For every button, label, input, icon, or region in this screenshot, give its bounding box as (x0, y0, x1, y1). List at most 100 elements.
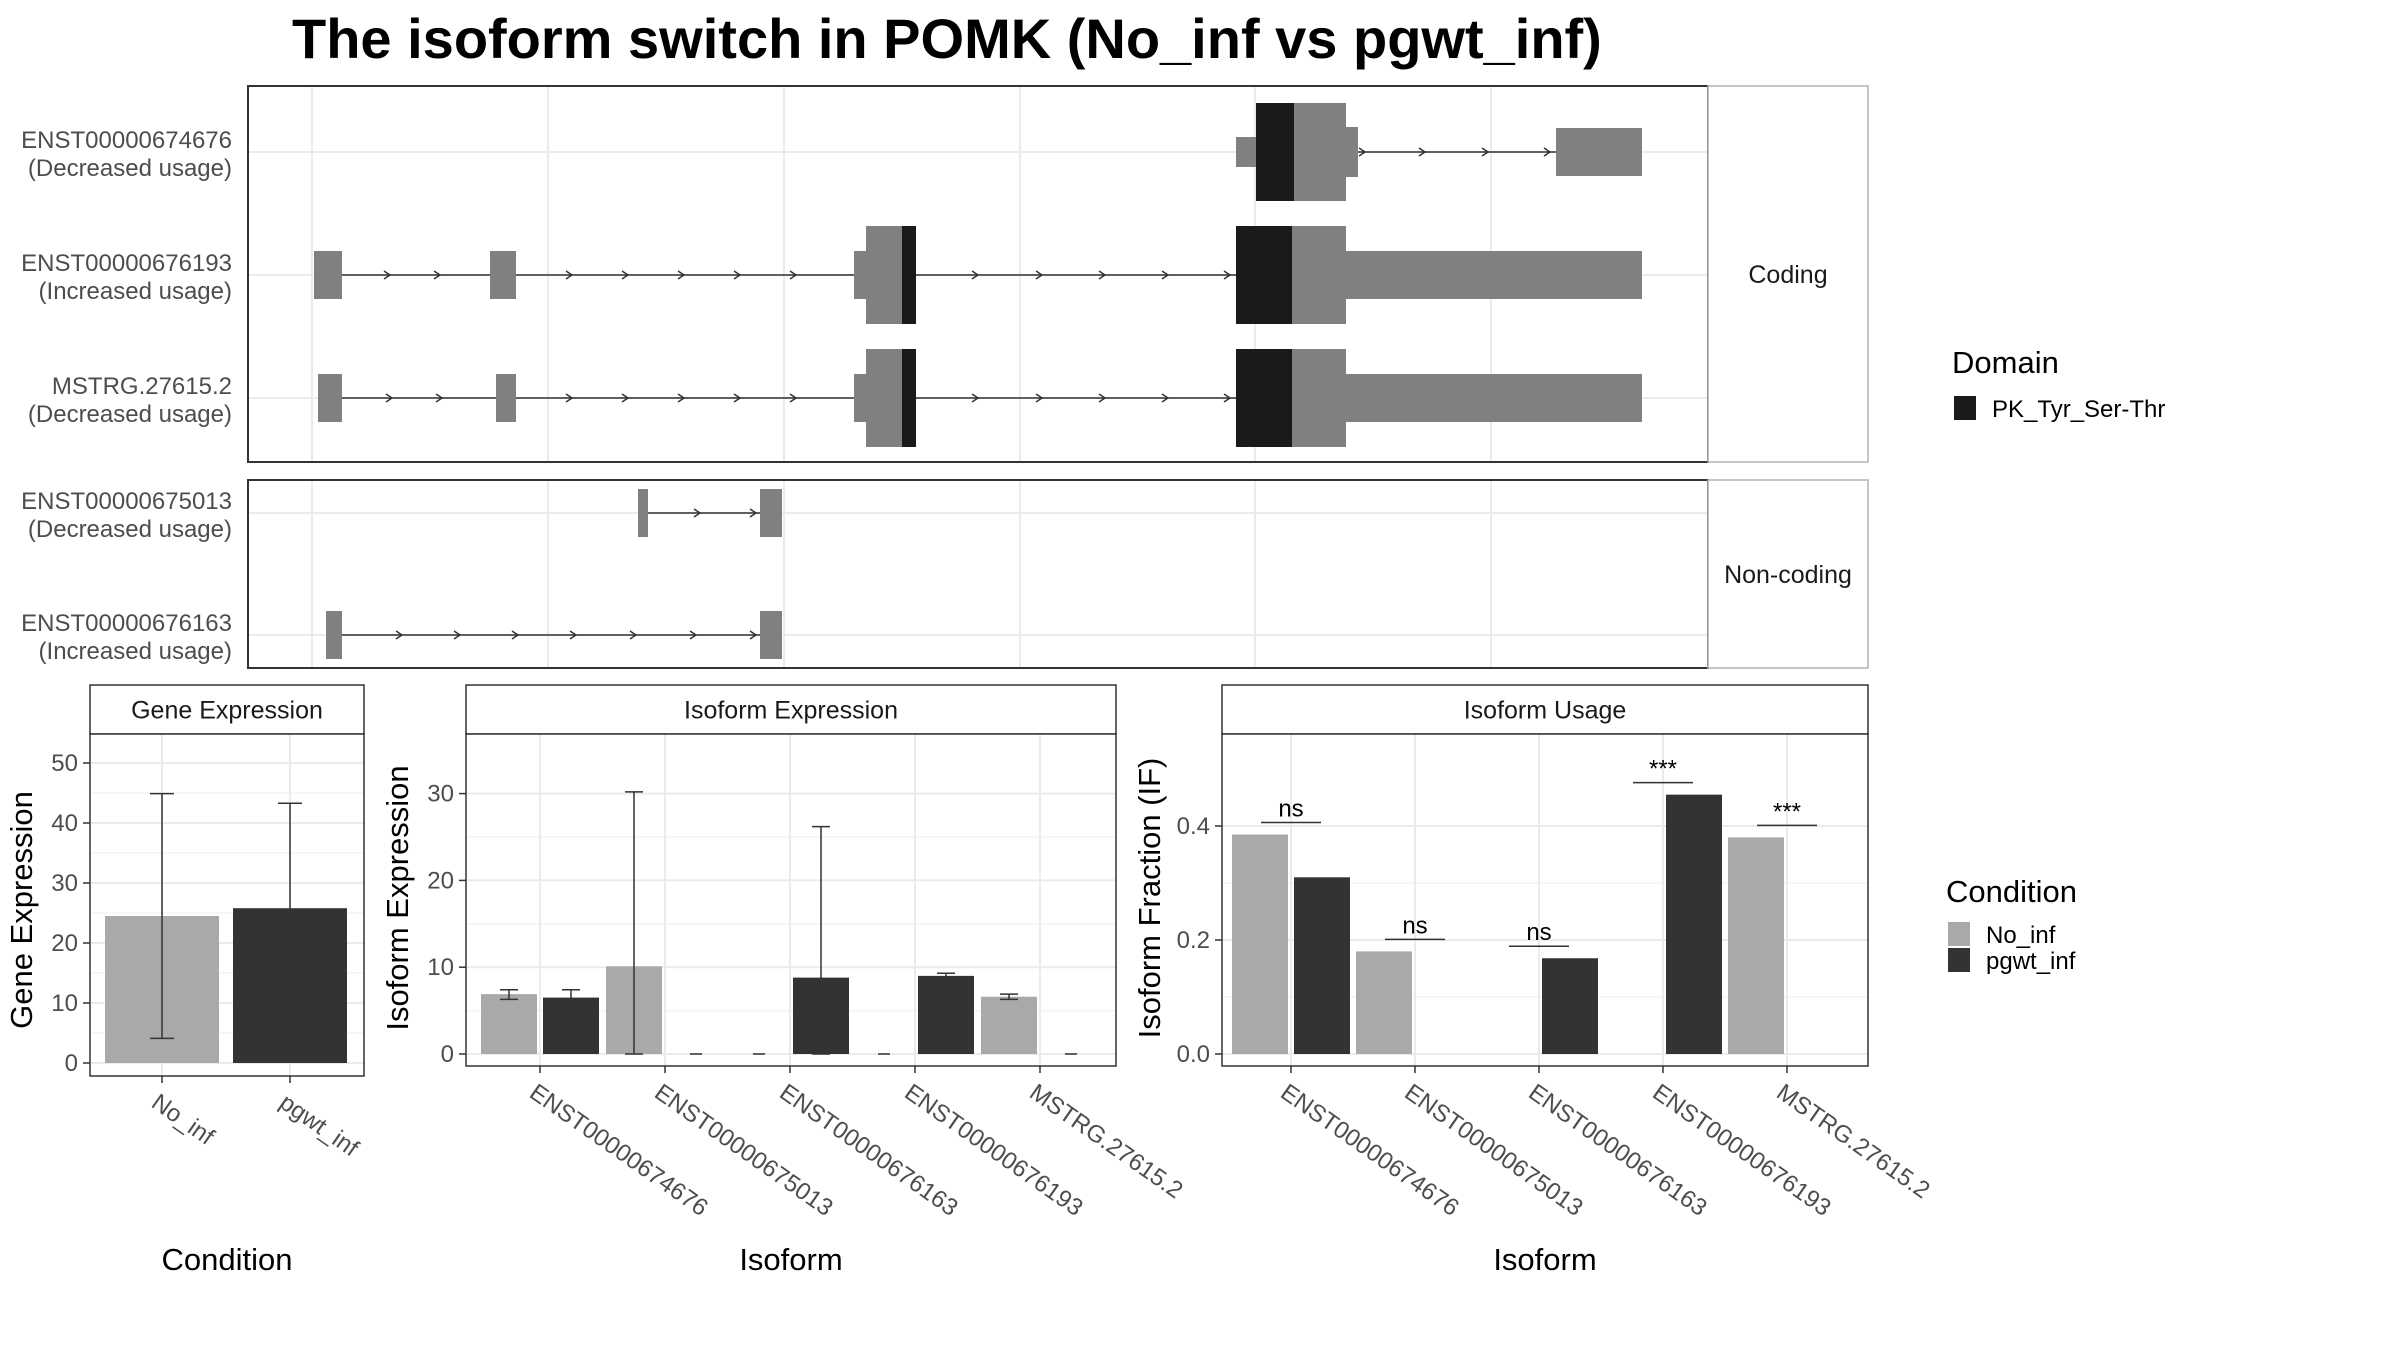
domain-legend-title: Domain (1952, 345, 2059, 380)
transcript-id-label: ENST00000676163 (21, 610, 232, 637)
significance-label: *** (1773, 798, 1801, 825)
intron-arrow (383, 270, 392, 280)
facet-strip-label: Isoform Usage (1464, 697, 1627, 725)
y-axis-title: Isoform Fraction (IF) (1132, 758, 1167, 1039)
transcript-row-ENST00000676193 (314, 226, 1642, 324)
transcript-id-label: ENST00000674676 (21, 127, 232, 154)
gene-expression-plot: Gene Expression 0 10 20 30 40 50 No_inf pgwt_inf… (4, 684, 365, 1277)
condition-legend-title: Condition (1946, 874, 2077, 909)
transcript-usage-label: (Decreased usage) (28, 401, 232, 428)
facet-strip-label: Coding (1748, 261, 1827, 289)
bar-pgwt_inf-ENST00000676193 (1666, 794, 1722, 1054)
condition-legend-key (1948, 922, 1970, 946)
y-tick-label: 0 (441, 1041, 454, 1068)
intron-arrow (569, 630, 578, 640)
intron-arrow (621, 270, 630, 280)
y-tick-label: 10 (427, 954, 454, 981)
intron-arrow (971, 393, 980, 403)
domain-legend-key (1954, 396, 1976, 420)
intron-arrow (629, 630, 638, 640)
exon (326, 611, 342, 659)
facet-strip-label: Isoform Expression (684, 697, 898, 725)
exon (314, 251, 342, 299)
y-tick-label: 0.4 (1177, 813, 1210, 840)
exon (1556, 128, 1642, 176)
intron-arrow (1098, 393, 1107, 403)
facet-strip (465, 684, 1117, 735)
domain-block (902, 226, 916, 324)
y-axis-title: Gene Expression (4, 791, 39, 1029)
y-axis-title: Isoform Expression (380, 765, 415, 1030)
x-axis-title: Condition (162, 1242, 293, 1277)
exon (490, 251, 516, 299)
intron-arrow (435, 393, 444, 403)
domain-legend-label: PK_Tyr_Ser-Thr (1992, 396, 2165, 423)
intron-arrow (971, 270, 980, 280)
transcript-id-label: ENST00000676193 (21, 250, 232, 277)
intron-arrow (1035, 393, 1044, 403)
bar-No_inf-ENST00000674676 (481, 994, 537, 1054)
plot-border (89, 733, 365, 1077)
domain-legend: Domain PK_Tyr_Ser-Thr (1952, 345, 2165, 423)
exon (866, 349, 902, 447)
transcript-usage-label: (Increased usage) (39, 638, 232, 665)
intron-arrow (749, 630, 758, 640)
transcript-row-ENST00000674676 (1236, 103, 1642, 201)
facet-strip-label: Gene Expression (131, 697, 323, 725)
significance-label: ns (1278, 796, 1303, 823)
intron-arrow (749, 508, 758, 518)
intron-arrow (1223, 393, 1232, 403)
intron-arrow (1098, 270, 1107, 280)
facet-strip (89, 684, 365, 735)
bar-No_inf-ENST00000674676 (1232, 834, 1288, 1054)
intron-arrow (1161, 393, 1170, 403)
transcript-usage-label: (Increased usage) (39, 278, 232, 305)
transcript-row-ENST00000676163 (326, 611, 782, 659)
y-tick-label: 50 (51, 750, 78, 777)
intron-arrow (733, 393, 742, 403)
bar-pgwt_inf-ENST00000676193 (918, 975, 974, 1054)
y-tick-label: 30 (427, 781, 454, 808)
y-tick-label: 20 (51, 930, 78, 957)
exon (318, 374, 342, 422)
intron-arrow (1418, 147, 1427, 157)
domain-block (902, 349, 916, 447)
exon (496, 374, 516, 422)
x-axis-title: Isoform (739, 1242, 842, 1277)
transcript-usage-label: (Decreased usage) (28, 516, 232, 543)
bar-No_inf-ENST00000675013 (1356, 951, 1412, 1054)
transcript-usage-label: (Decreased usage) (28, 155, 232, 182)
y-tick-label: 10 (51, 990, 78, 1017)
exon (1236, 137, 1256, 167)
x-tick-label: No_inf (147, 1089, 220, 1151)
exon (854, 374, 866, 422)
y-tick-label: 0.2 (1177, 927, 1210, 954)
transcript-row-MSTRG.27615.2 (318, 349, 1642, 447)
significance-label: ns (1402, 912, 1427, 939)
y-tick-label: 20 (427, 867, 454, 894)
bar-No_inf-MSTRG.27615.2 (1728, 837, 1784, 1054)
exon (854, 251, 866, 299)
intron-arrow (1161, 270, 1170, 280)
intron-arrow (385, 393, 394, 403)
isoform-expression-plot: Isoform Expression0102030ENST00000674676… (380, 684, 1188, 1277)
plot-border (1221, 733, 1869, 1067)
isoform-usage-plot: Isoform Usage0.00.20.4ENST00000674676ENS… (1132, 684, 1935, 1277)
exon (1346, 251, 1642, 299)
intron-arrow (565, 270, 574, 280)
intron-arrow (789, 270, 798, 280)
exon (866, 226, 902, 324)
intron-arrow (433, 270, 442, 280)
intron-arrow (1481, 147, 1490, 157)
intron-arrow (565, 393, 574, 403)
exon (1292, 349, 1346, 447)
exon (1346, 127, 1358, 177)
exon (760, 489, 782, 537)
exon (760, 611, 782, 659)
exon (1292, 226, 1346, 324)
domain-block (1236, 349, 1292, 447)
intron-arrow (453, 630, 462, 640)
